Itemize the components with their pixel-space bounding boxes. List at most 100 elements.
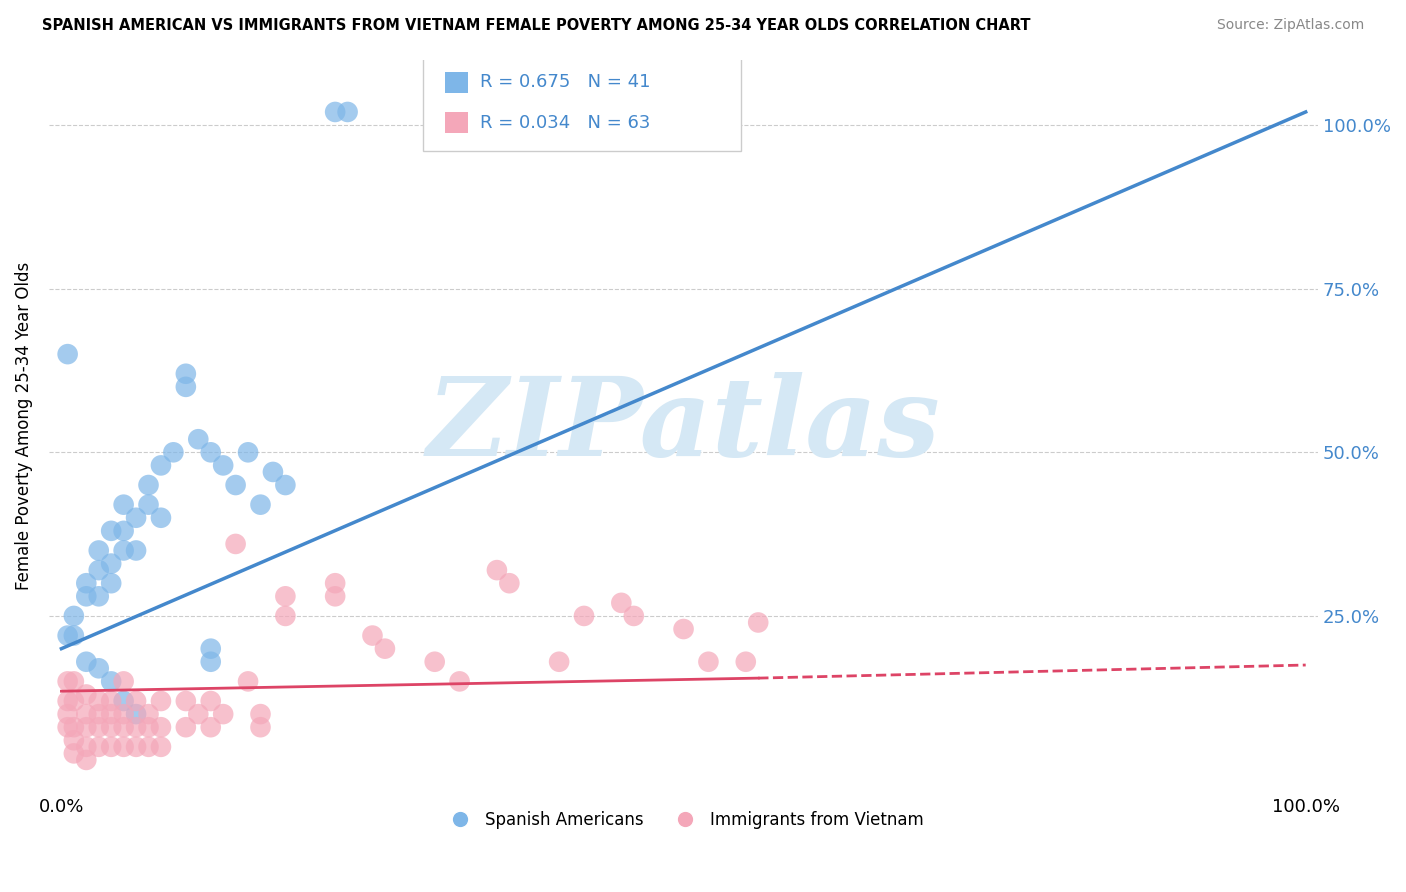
Point: [75, 753, 97, 767]
Point: [423, 655, 446, 669]
Bar: [444, 72, 468, 93]
Point: [87, 707, 110, 722]
Point: [572, 609, 595, 624]
Point: [149, 458, 172, 473]
Legend: Spanish Americans, Immigrants from Vietnam: Spanish Americans, Immigrants from Vietn…: [436, 805, 931, 836]
Point: [274, 478, 297, 492]
Y-axis label: Female Poverty Among 25-34 Year Olds: Female Poverty Among 25-34 Year Olds: [15, 262, 32, 591]
Point: [112, 739, 135, 754]
Point: [112, 498, 135, 512]
Point: [100, 557, 122, 571]
Point: [323, 105, 346, 120]
Point: [274, 589, 297, 603]
Point: [125, 707, 148, 722]
Point: [138, 739, 160, 754]
Point: [125, 694, 148, 708]
Point: [187, 707, 209, 722]
Point: [63, 609, 86, 624]
Point: [138, 498, 160, 512]
Point: [75, 576, 97, 591]
Point: [374, 641, 396, 656]
Point: [75, 655, 97, 669]
Point: [200, 655, 222, 669]
Point: [697, 655, 720, 669]
Point: [100, 576, 122, 591]
Point: [87, 661, 110, 675]
Point: [623, 609, 645, 624]
Point: [112, 524, 135, 538]
Point: [138, 720, 160, 734]
Point: [249, 498, 271, 512]
Point: [200, 445, 222, 459]
Point: [87, 563, 110, 577]
Point: [610, 596, 633, 610]
Text: R = 0.675   N = 41: R = 0.675 N = 41: [481, 73, 651, 91]
Point: [75, 739, 97, 754]
Point: [174, 694, 197, 708]
Point: [63, 694, 86, 708]
Point: [75, 707, 97, 722]
Point: [87, 694, 110, 708]
Point: [112, 694, 135, 708]
Point: [249, 707, 271, 722]
Point: [249, 720, 271, 734]
Point: [548, 655, 571, 669]
Point: [56, 720, 79, 734]
Point: [75, 720, 97, 734]
Point: [63, 733, 86, 747]
Point: [336, 105, 359, 120]
Point: [75, 688, 97, 702]
Point: [56, 707, 79, 722]
Point: [87, 720, 110, 734]
Point: [112, 707, 135, 722]
Point: [225, 478, 247, 492]
Point: [56, 347, 79, 361]
Point: [200, 720, 222, 734]
Point: [200, 641, 222, 656]
Point: [485, 563, 508, 577]
Point: [56, 629, 79, 643]
Point: [361, 629, 384, 643]
Point: [138, 478, 160, 492]
Text: R = 0.034   N = 63: R = 0.034 N = 63: [481, 113, 651, 132]
Point: [100, 524, 122, 538]
Text: Source: ZipAtlas.com: Source: ZipAtlas.com: [1216, 18, 1364, 32]
Point: [174, 720, 197, 734]
Point: [100, 720, 122, 734]
Point: [274, 609, 297, 624]
Point: [225, 537, 247, 551]
Point: [125, 543, 148, 558]
Point: [212, 458, 235, 473]
Point: [498, 576, 520, 591]
Point: [149, 720, 172, 734]
Point: [112, 674, 135, 689]
FancyBboxPatch shape: [423, 48, 741, 152]
Point: [125, 720, 148, 734]
Point: [100, 674, 122, 689]
Bar: [444, 112, 468, 133]
Point: [63, 629, 86, 643]
Point: [112, 720, 135, 734]
Point: [672, 622, 695, 636]
Point: [323, 589, 346, 603]
Point: [200, 694, 222, 708]
Point: [734, 655, 756, 669]
Point: [323, 576, 346, 591]
Point: [174, 380, 197, 394]
Point: [262, 465, 284, 479]
Point: [112, 543, 135, 558]
Text: ZIPatlas: ZIPatlas: [426, 372, 941, 480]
Point: [63, 674, 86, 689]
Point: [449, 674, 471, 689]
Point: [87, 589, 110, 603]
Text: SPANISH AMERICAN VS IMMIGRANTS FROM VIETNAM FEMALE POVERTY AMONG 25-34 YEAR OLDS: SPANISH AMERICAN VS IMMIGRANTS FROM VIET…: [42, 18, 1031, 33]
Point: [174, 367, 197, 381]
Point: [125, 739, 148, 754]
Point: [87, 739, 110, 754]
Point: [747, 615, 769, 630]
Point: [138, 707, 160, 722]
Point: [187, 432, 209, 446]
Point: [100, 739, 122, 754]
Point: [149, 739, 172, 754]
Point: [56, 674, 79, 689]
